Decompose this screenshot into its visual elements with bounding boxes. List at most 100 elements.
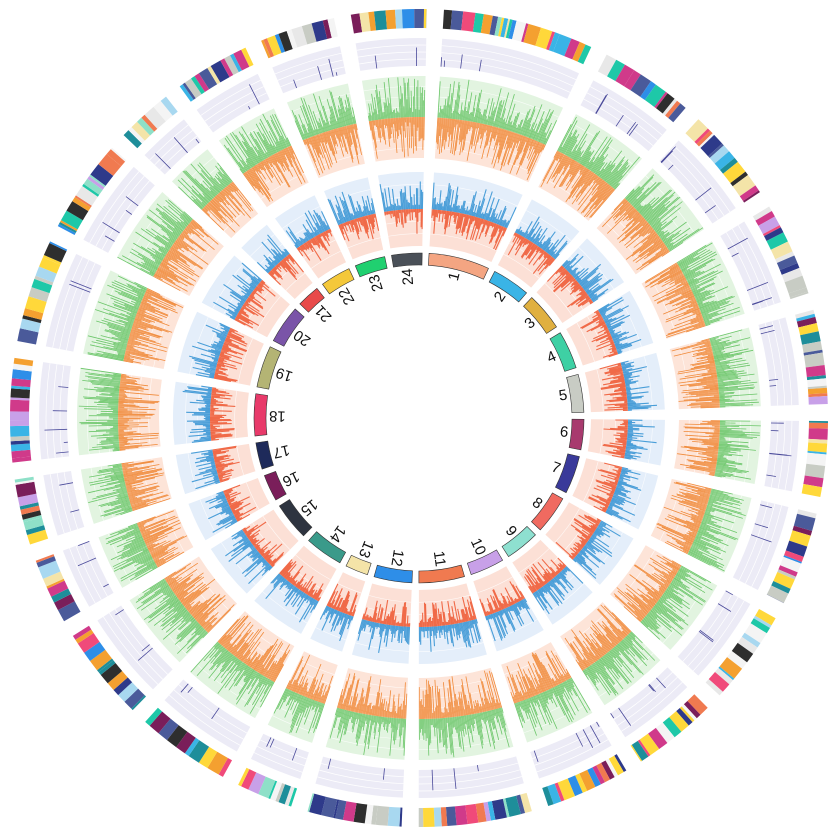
middle-track-sector-chr-3 (596, 168, 705, 275)
chromosome-label-chr-10: 10 (467, 536, 489, 558)
middle-track-sector-chr-14 (190, 611, 295, 719)
inner-track-sector-chr-9 (512, 539, 593, 625)
chromosome-label-chr-6: 6 (559, 423, 569, 441)
band-sector-chr-23 (261, 17, 338, 59)
inner-track-sector-chr-4 (566, 290, 654, 366)
band-sector-chr-18 (10, 357, 34, 463)
middle-track-sector-chr-17 (80, 457, 172, 524)
inner-track-sector-chr-3 (536, 238, 625, 323)
chromosome-label-chr-17: 17 (271, 441, 291, 461)
ideogram-block-chr-22 (322, 268, 355, 295)
inner-track-sector-chr-8 (545, 502, 634, 585)
band-sector-chr-9 (630, 694, 708, 762)
band-sector-chr-24 (350, 9, 427, 34)
chromosome-label-chr-20: 20 (290, 326, 313, 349)
inner-track-sector-chr-11 (418, 583, 487, 665)
middle-track-sector-chr-4 (641, 241, 745, 339)
band-sector-chr-4 (752, 206, 809, 300)
ideogram-block-chr-18 (253, 393, 269, 437)
chromosome-label-chr-7: 7 (549, 459, 563, 478)
ideogram-block-chr-9 (501, 525, 536, 558)
outer-track-sector-chr-3 (659, 140, 736, 224)
ideogram-block-chr-16 (263, 471, 287, 501)
outer-track-sector-chr-13 (250, 733, 309, 779)
middle-track-sector-chr-22 (218, 108, 309, 208)
ideogram-block-chr-6 (568, 418, 585, 451)
outer-track-sector-chr-19 (45, 253, 102, 352)
outer-track-sector-chr-16 (62, 540, 114, 607)
ideogram-block-chr-24 (391, 252, 423, 268)
ideogram-block-chr-5 (566, 373, 585, 414)
outer-track-sector-chr-5 (758, 317, 799, 406)
ideogram-block-chr-23 (354, 256, 388, 278)
outer-track-sector-chr-7 (732, 500, 789, 591)
outer-track-sector-chr-24 (355, 38, 427, 71)
middle-track-sector-chr-1 (434, 76, 564, 183)
chromosome-label-chr-13: 13 (355, 538, 377, 560)
inner-track-sector-chr-2 (497, 199, 580, 288)
inner-track-sector-chr-18 (173, 381, 249, 445)
outer-track-sector-chr-10 (530, 721, 612, 779)
band-sector-chr-10 (542, 754, 627, 807)
band-sector-chr-16 (35, 554, 81, 622)
chromosome-label-chr-19: 19 (274, 364, 295, 385)
middle-track-sector-chr-18 (77, 367, 162, 456)
ideogram-block-chr-19 (256, 346, 282, 390)
band-sector-chr-5 (795, 309, 828, 405)
middle-signal-ring (77, 75, 761, 761)
ideogram-block-chr-8 (531, 492, 564, 531)
middle-track-sector-chr-19 (83, 270, 185, 370)
middle-track-sector-chr-9 (560, 602, 661, 706)
inner-track-sector-chr-12 (351, 583, 412, 664)
band-sector-chr-22 (179, 47, 254, 102)
band-sector-chr-8 (705, 608, 776, 696)
middle-track-sector-chr-15 (129, 556, 237, 663)
ideogram-block-chr-3 (523, 297, 557, 334)
chromosome-label-chr-16: 16 (280, 467, 302, 489)
middle-track-sector-chr-5 (669, 327, 761, 410)
chromosome-label-chr-24: 24 (399, 268, 417, 286)
chromosome-ideogram-ring (253, 252, 585, 584)
band-sector-chr-15 (72, 625, 146, 711)
outer-track-sector-chr-15 (97, 605, 173, 690)
ideogram-block-chr-11 (418, 564, 465, 584)
outer-track-sector-chr-21 (144, 119, 202, 175)
ideogram-block-chr-10 (466, 549, 504, 575)
band-sector-chr-17 (14, 476, 49, 545)
chromosome-label-chr-23: 23 (366, 272, 387, 293)
band-sector-chr-20 (57, 147, 127, 236)
inner-track-sector-chr-1 (429, 172, 523, 262)
chromosome-label-chr-1: 1 (445, 270, 464, 282)
inner-track-sector-chr-14 (254, 545, 337, 634)
inner-track-sector-chr-21 (241, 224, 313, 300)
inner-track-sector-chr-20 (201, 255, 290, 338)
middle-track-sector-chr-12 (325, 668, 408, 760)
outer-track-sector-chr-9 (610, 667, 688, 738)
inner-track-sector-chr-24 (377, 172, 424, 249)
inner-track-sector-chr-13 (310, 572, 366, 652)
chromosome-label-chr-14: 14 (326, 522, 350, 545)
inner-signal-ring (173, 172, 665, 665)
chromosome-label-chr-18: 18 (269, 407, 286, 424)
inner-track-sector-chr-23 (324, 177, 384, 260)
outer-signal-ring (39, 38, 799, 799)
outer-track-sector-chr-17 (43, 471, 85, 536)
outer-track-sector-chr-12 (315, 756, 405, 798)
outer-track-sector-chr-11 (418, 756, 524, 799)
ideogram-block-chr-7 (555, 453, 580, 494)
middle-track-sector-chr-16 (98, 508, 194, 588)
middle-track-sector-chr-10 (501, 642, 593, 743)
ideogram-block-chr-13 (345, 554, 372, 576)
middle-track-sector-chr-13 (267, 651, 338, 743)
outer-band-ring (10, 9, 828, 828)
ideogram-block-chr-17 (255, 440, 274, 470)
outer-track-sector-chr-18 (39, 362, 71, 460)
middle-track-sector-chr-24 (361, 75, 426, 162)
band-sector-chr-7 (766, 509, 817, 604)
inner-track-sector-chr-6 (587, 419, 665, 466)
outer-track-sector-chr-22 (196, 73, 270, 133)
outer-track-sector-chr-20 (83, 166, 155, 253)
band-sector-chr-21 (123, 96, 178, 149)
chromosome-label-chr-12: 12 (387, 548, 406, 567)
